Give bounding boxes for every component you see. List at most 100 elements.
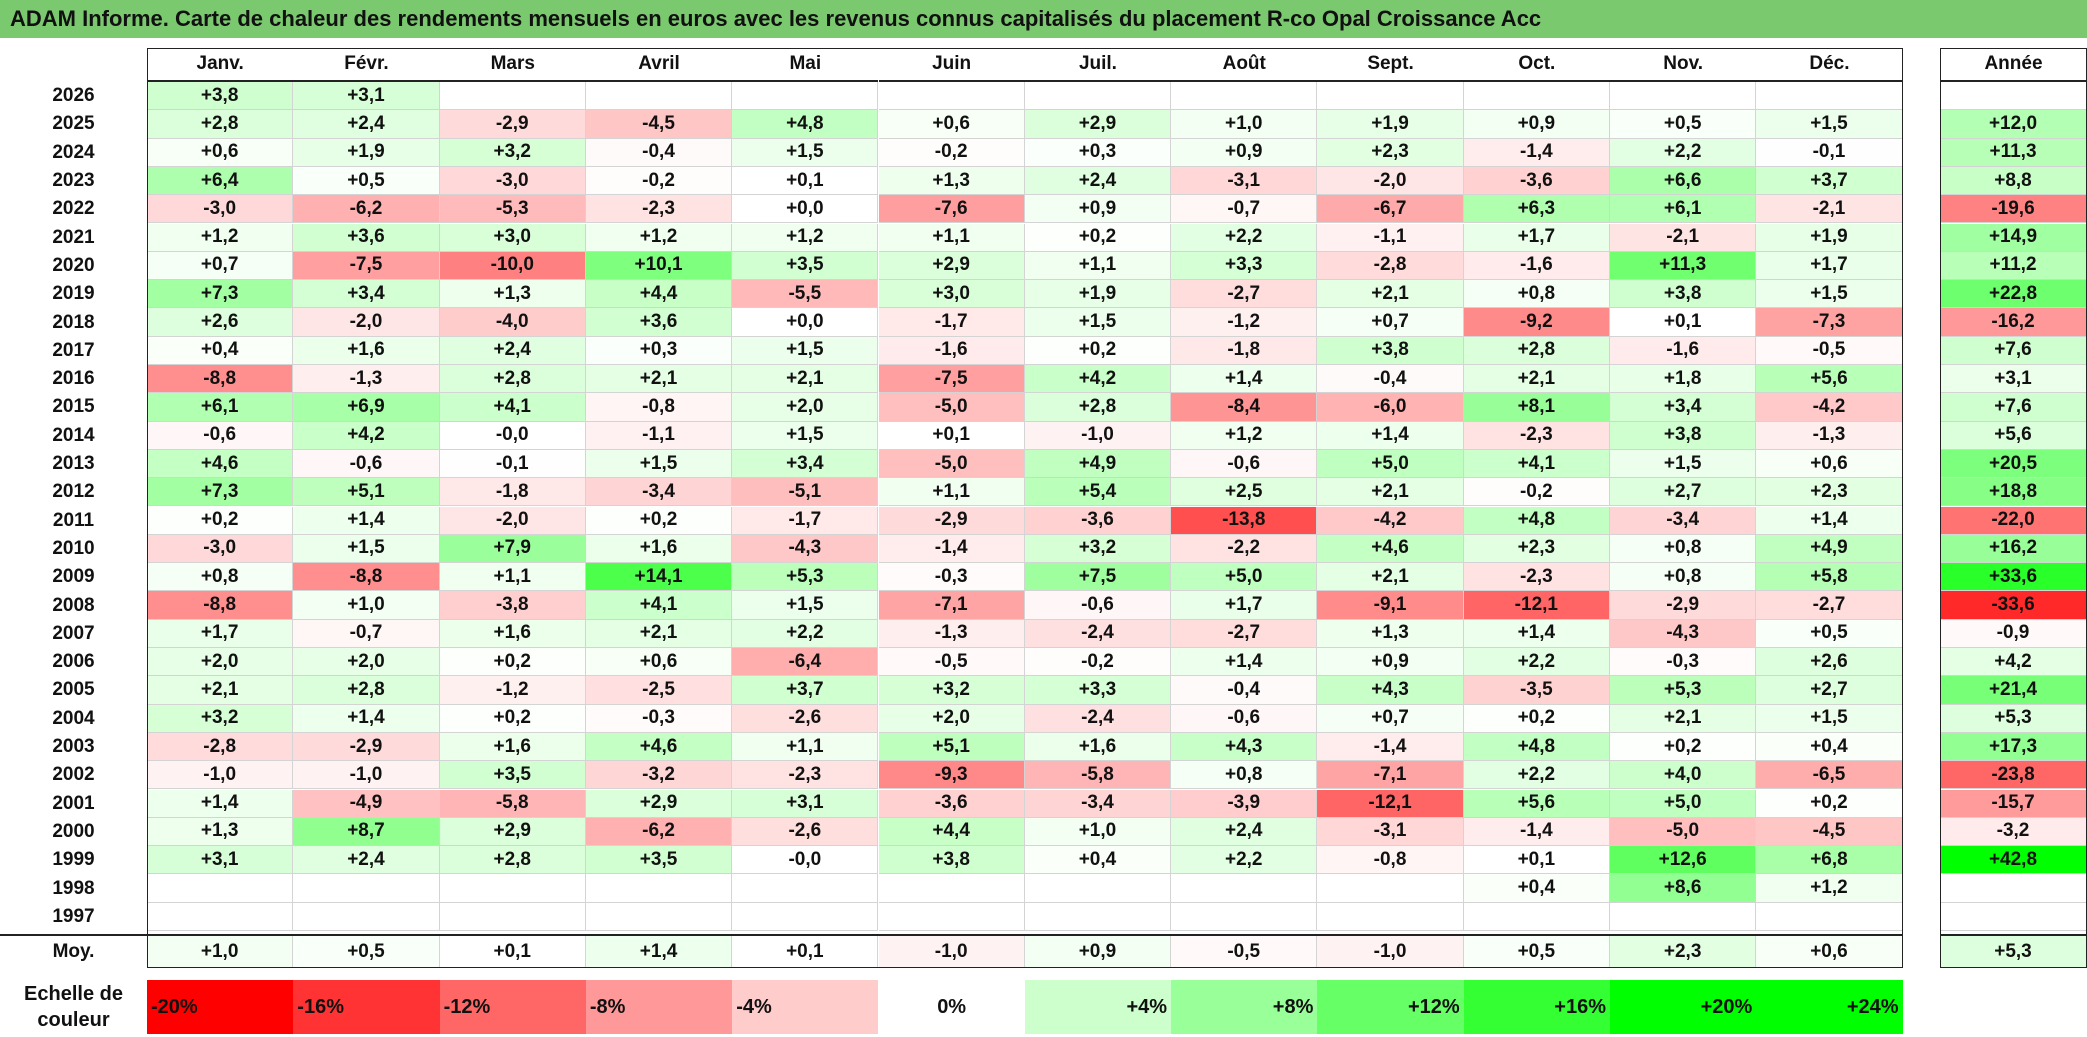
heatmap-cell: +1,5	[732, 138, 879, 167]
heatmap-cell: -2,7	[1171, 280, 1318, 309]
heatmap-cell	[732, 82, 879, 111]
heatmap-cell: +3,1	[147, 846, 294, 875]
year-total-cell: +33,6	[1940, 563, 2087, 592]
heatmap-cell: -2,3	[1463, 421, 1610, 450]
year-label: 2006	[0, 648, 147, 677]
heatmap-cell: +1,6	[439, 732, 586, 762]
heatmap-cell: -6,2	[585, 817, 733, 847]
heatmap-cell: -0,7	[293, 619, 440, 648]
heatmap-cell	[439, 874, 586, 903]
legend-swatch: +24%	[1756, 980, 1903, 1034]
heatmap-cell: -0,2	[878, 138, 1025, 167]
heatmap-cell: +6,6	[1610, 166, 1757, 196]
heatmap-cell: +0,2	[439, 648, 586, 677]
heatmap-cell: -1,0	[293, 761, 440, 790]
year-total-cell: +12,0	[1940, 110, 2087, 139]
heatmap-cell: +1,3	[439, 280, 586, 309]
month-header: Mai	[732, 48, 879, 82]
heatmap-cell	[1024, 874, 1172, 903]
heatmap-cell: -1,4	[1317, 732, 1464, 762]
heatmap-cell: +4,4	[585, 280, 733, 309]
legend-swatch: +8%	[1171, 980, 1318, 1034]
heatmap-cell: -4,5	[585, 110, 733, 139]
heatmap-cell: +2,2	[1610, 138, 1757, 167]
heatmap-cell: +3,0	[439, 223, 586, 252]
heatmap-cell: +2,9	[585, 789, 733, 818]
heatmap-cell: +8,1	[1463, 393, 1610, 422]
heatmap-cell: +7,9	[439, 534, 586, 564]
heatmap-cell	[1317, 82, 1464, 111]
heatmap-cell: -10,0	[439, 251, 586, 281]
legend-swatch: -20%	[147, 980, 294, 1034]
heatmap-cell: +2,4	[1024, 166, 1172, 196]
heatmap-cell: +4,3	[1317, 676, 1464, 705]
heatmap-cell: -1,0	[147, 761, 294, 790]
heatmap-cell: +3,4	[1610, 393, 1757, 422]
heatmap-cell: -3,6	[878, 789, 1025, 818]
heatmap-cell: +0,1	[878, 421, 1025, 450]
year-label: 2013	[0, 449, 147, 479]
heatmap-cell: +5,8	[1756, 563, 1903, 592]
heatmap-cell: -2,6	[732, 817, 879, 847]
average-cell: -0,5	[1171, 936, 1318, 968]
year-total-cell: +7,6	[1940, 336, 2087, 365]
heatmap-cell: +0,6	[147, 138, 294, 167]
heatmap-cell: +1,4	[147, 789, 294, 818]
year-total-cell	[1940, 902, 2087, 931]
heatmap-cell	[585, 874, 733, 903]
heatmap-cell: -0,1	[439, 449, 586, 479]
heatmap-cell: +1,2	[1756, 874, 1903, 903]
heatmap-cell: -7,6	[878, 195, 1025, 224]
heatmap-cell: +3,2	[1024, 534, 1172, 564]
heatmap-cell: +1,8	[1610, 365, 1757, 394]
year-label: 2007	[0, 619, 147, 648]
heatmap-cell: -1,6	[1610, 336, 1757, 365]
heatmap-cell: +3,2	[878, 676, 1025, 705]
heatmap-cell: +2,4	[439, 336, 586, 365]
heatmap-cell: +2,8	[293, 676, 440, 705]
heatmap-cell: +1,1	[439, 563, 586, 592]
year-total-cell: -33,6	[1940, 591, 2087, 620]
heatmap-cell: -3,4	[1024, 789, 1172, 818]
average-cell: +0,1	[732, 936, 879, 968]
heatmap-cell: +2,0	[732, 393, 879, 422]
average-cell: +1,4	[585, 936, 733, 968]
year-label: 2000	[0, 817, 147, 847]
heatmap-cell: +0,2	[439, 704, 586, 733]
heatmap-cell: -9,3	[878, 761, 1025, 790]
heatmap-cell: +4,9	[1756, 534, 1903, 564]
month-header: Janv.	[147, 48, 294, 82]
legend-swatch: +4%	[1024, 980, 1172, 1034]
heatmap-cell: +1,7	[1756, 251, 1903, 281]
heatmap-cell: -2,0	[293, 308, 440, 337]
heatmap-cell	[293, 902, 440, 931]
heatmap-cell: +1,9	[1024, 280, 1172, 309]
heatmap-cell: -6,5	[1756, 761, 1903, 790]
heatmap-cell: +3,8	[878, 846, 1025, 875]
heatmap-cell	[732, 902, 879, 931]
heatmap-cell: +6,4	[147, 166, 294, 196]
heatmap-cell: +3,4	[732, 449, 879, 479]
heatmap-cell: +1,5	[585, 449, 733, 479]
month-header: Nov.	[1610, 48, 1757, 82]
heatmap-cell: +7,3	[147, 478, 294, 507]
heatmap-cell: +7,3	[147, 280, 294, 309]
year-label: 2011	[0, 506, 147, 535]
heatmap-cell: +1,6	[1024, 732, 1172, 762]
heatmap-cell: -0,4	[1317, 365, 1464, 394]
heatmap-cell: +4,0	[1610, 761, 1757, 790]
heatmap-cell: +1,2	[1171, 421, 1318, 450]
heatmap-cell: -1,3	[878, 619, 1025, 648]
heatmap-cell: -2,9	[439, 110, 586, 139]
heatmap-cell: -2,7	[1171, 619, 1318, 648]
heatmap-cell: -7,5	[878, 365, 1025, 394]
heatmap-cell: -0,4	[1171, 676, 1318, 705]
heatmap-cell: -0,2	[1024, 648, 1172, 677]
heatmap-cell: -3,9	[1171, 789, 1318, 818]
heatmap-cell: +3,5	[439, 761, 586, 790]
year-label: 2005	[0, 676, 147, 705]
heatmap-cell: -2,0	[439, 506, 586, 535]
heatmap-cell: +0,8	[1463, 280, 1610, 309]
heatmap-cell: -3,6	[1463, 166, 1610, 196]
year-label: 2023	[0, 166, 147, 196]
